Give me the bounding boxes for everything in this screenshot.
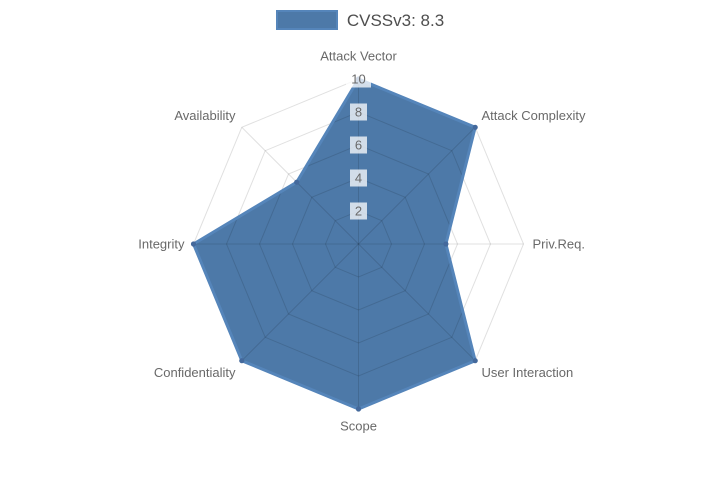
radial-tick-label: 10 bbox=[351, 72, 365, 87]
data-point[interactable] bbox=[239, 358, 245, 364]
tick-backdrop bbox=[350, 202, 367, 220]
axis-label-integrity: Integrity bbox=[138, 237, 185, 252]
legend-item[interactable]: CVSSv3: 8.3 bbox=[275, 10, 445, 30]
radial-tick-label: 2 bbox=[355, 204, 362, 219]
grid-ring bbox=[225, 111, 492, 377]
tick-backdrop bbox=[350, 169, 367, 187]
axis-label-user-interaction: User Interaction bbox=[482, 365, 574, 380]
legend-label: CVSSv3: 8.3 bbox=[346, 10, 445, 30]
axis-label-scope: Scope bbox=[340, 419, 377, 434]
legend-swatch-icon bbox=[275, 10, 338, 30]
axis-label-attack-vector: Attack Vector bbox=[320, 49, 397, 64]
data-point[interactable] bbox=[472, 124, 478, 130]
legend: CVSSv3: 8.3 bbox=[0, 10, 720, 30]
axis-label-availability: Availability bbox=[174, 108, 236, 123]
grid-ring bbox=[324, 210, 393, 278]
axis-label-priv-req: Priv.Req. bbox=[533, 237, 586, 252]
radial-tick-label: 8 bbox=[355, 105, 362, 120]
data-point[interactable] bbox=[472, 358, 478, 364]
grid-ring bbox=[258, 144, 459, 344]
grid-spoke bbox=[358, 243, 476, 362]
grid-ring bbox=[291, 177, 426, 311]
data-point[interactable] bbox=[355, 406, 362, 412]
grid-spoke bbox=[241, 126, 359, 245]
tick-backdrop bbox=[350, 136, 367, 154]
radial-tick-label: 6 bbox=[355, 138, 362, 153]
grid-spoke bbox=[241, 243, 359, 362]
tick-backdrop bbox=[346, 70, 371, 88]
data-point[interactable] bbox=[443, 241, 449, 247]
data-point[interactable] bbox=[294, 179, 300, 185]
data-polygon-fill bbox=[193, 79, 476, 409]
axis-label-confidentiality: Confidentiality bbox=[154, 365, 236, 380]
grid-spoke bbox=[358, 126, 476, 245]
radial-tick-label: 4 bbox=[355, 171, 362, 186]
tick-backdrop bbox=[350, 103, 367, 121]
axis-label-attack-complexity: Attack Complexity bbox=[482, 108, 587, 123]
data-point[interactable] bbox=[190, 241, 197, 247]
